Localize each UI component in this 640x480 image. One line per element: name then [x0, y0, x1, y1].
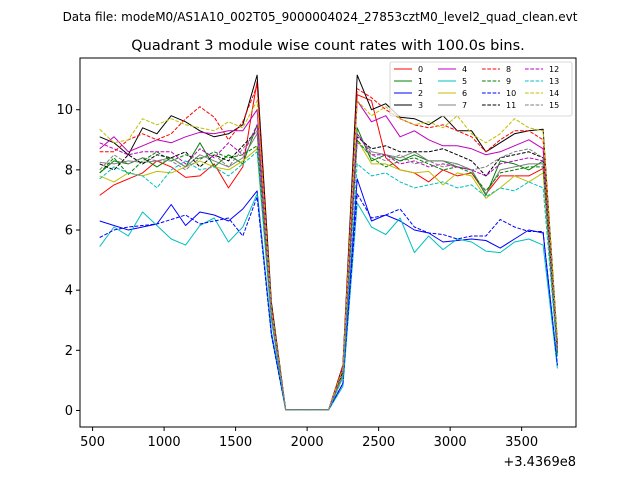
x-tick-label: 3500 [505, 435, 538, 450]
y-tick-label: 4 [65, 284, 73, 299]
legend-label-14: 14 [549, 89, 559, 98]
x-axis: 500 1000 1500 2000 2500 3000 3500 [80, 427, 538, 450]
legend-label-0: 0 [418, 65, 423, 74]
chart-title: Quadrant 3 module wise count rates with … [131, 38, 525, 54]
y-axis: 0 2 4 6 8 10 [56, 103, 80, 419]
legend-label-7: 7 [462, 101, 467, 110]
series-line-15 [99, 130, 558, 411]
plot-frame [79, 57, 577, 428]
legend-label-12: 12 [549, 65, 559, 74]
legend-frame [389, 61, 573, 117]
legend-label-15: 15 [549, 101, 559, 110]
y-tick-label: 10 [56, 103, 73, 118]
x-tick-label: 500 [80, 435, 105, 450]
y-tick-label: 8 [65, 163, 73, 178]
legend-label-2: 2 [418, 89, 423, 98]
y-tick-label: 0 [65, 404, 73, 419]
x-offset-label: +3.4369e8 [503, 455, 576, 470]
legend-label-5: 5 [462, 77, 467, 86]
suptitle: Data file: modeM0/AS1A10_002T05_90000040… [63, 10, 578, 24]
legend-label-3: 3 [418, 101, 423, 110]
x-tick-label: 2500 [362, 435, 395, 450]
legend-label-4: 4 [462, 65, 467, 74]
series-layer [99, 74, 558, 411]
legend-label-9: 9 [506, 77, 511, 86]
x-tick-label: 2000 [291, 435, 324, 450]
x-tick-label: 3000 [434, 435, 467, 450]
legend-label-11: 11 [506, 101, 516, 110]
x-tick-label: 1500 [219, 435, 252, 450]
y-tick-label: 2 [65, 344, 73, 359]
legend-label-8: 8 [506, 65, 511, 74]
legend-label-13: 13 [549, 77, 559, 86]
y-tick-label: 6 [65, 224, 73, 239]
legend-label-6: 6 [462, 89, 467, 98]
x-tick-label: 1000 [148, 435, 181, 450]
legend-label-1: 1 [418, 77, 423, 86]
legend-label-10: 10 [506, 89, 516, 98]
